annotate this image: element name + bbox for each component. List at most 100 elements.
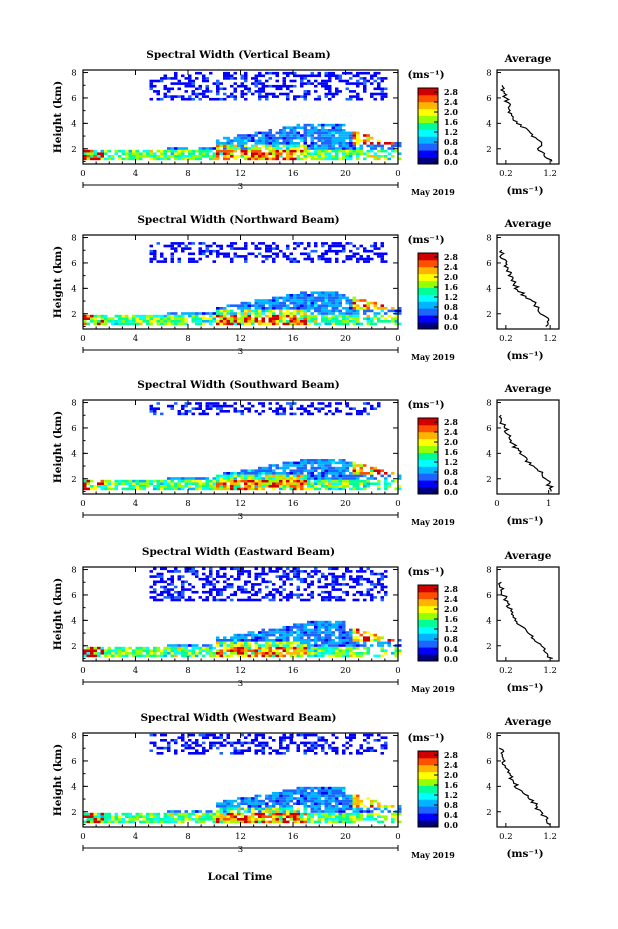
heatmap-cell bbox=[205, 249, 209, 253]
heatmap-cell bbox=[296, 95, 300, 98]
heatmap-cell bbox=[272, 301, 276, 305]
heatmap-cell bbox=[282, 92, 286, 96]
heatmap-cell bbox=[244, 474, 248, 478]
heatmap-cell bbox=[342, 131, 346, 135]
heatmap-cell bbox=[359, 752, 363, 755]
heatmap-cell bbox=[184, 77, 188, 80]
heatmap-cell bbox=[258, 575, 262, 578]
heatmap-cell bbox=[170, 644, 174, 647]
heatmap-cell bbox=[163, 818, 167, 821]
heatmap-cell bbox=[268, 247, 272, 250]
heatmap-cell bbox=[261, 95, 265, 98]
heatmap-cell bbox=[97, 157, 101, 161]
heatmap-cell bbox=[352, 307, 356, 310]
heatmap-cell bbox=[310, 139, 314, 142]
heatmap-cell bbox=[128, 322, 132, 326]
heatmap-cell bbox=[328, 567, 332, 571]
heatmap-cell bbox=[307, 633, 311, 637]
heatmap-cell bbox=[394, 317, 398, 320]
heatmap-cell bbox=[310, 815, 314, 818]
heatmap-cell bbox=[366, 152, 370, 155]
heatmap-cell bbox=[303, 77, 307, 80]
heatmap-cell bbox=[391, 309, 395, 313]
heatmap-cell bbox=[139, 487, 143, 491]
heatmap-cell bbox=[289, 818, 293, 821]
heatmap-cell bbox=[391, 805, 395, 808]
heatmap-cell bbox=[237, 312, 241, 315]
heatmap-cell bbox=[209, 485, 213, 488]
heatmap-cell bbox=[223, 147, 227, 150]
heatmap-cell bbox=[314, 131, 318, 135]
heatmap-cell bbox=[170, 654, 174, 658]
heatmap-cell bbox=[363, 810, 367, 813]
heatmap-cell bbox=[331, 633, 335, 637]
heatmap-cell bbox=[328, 74, 332, 78]
heatmap-cell bbox=[359, 410, 363, 413]
heatmap-cell bbox=[317, 652, 321, 655]
heatmap-cell bbox=[174, 147, 178, 150]
heatmap-cell bbox=[296, 74, 300, 78]
heatmap-cell bbox=[247, 139, 251, 142]
heatmap-cell bbox=[328, 97, 332, 101]
heatmap-cell bbox=[83, 314, 87, 318]
heatmap-cell bbox=[307, 252, 311, 256]
heatmap-cell bbox=[289, 155, 293, 158]
heatmap-cell bbox=[268, 147, 272, 150]
heatmap-cell bbox=[184, 317, 188, 320]
heatmap-cell bbox=[198, 147, 202, 150]
heatmap-cell bbox=[237, 84, 241, 88]
heatmap-cell bbox=[321, 620, 325, 624]
heatmap-cell bbox=[359, 812, 363, 816]
heatmap-cell bbox=[233, 472, 237, 475]
heatmap-cell bbox=[342, 294, 346, 297]
heatmap-cell bbox=[181, 583, 185, 586]
heatmap-cell bbox=[237, 320, 241, 323]
heatmap-cell bbox=[251, 477, 255, 480]
heatmap-cell bbox=[268, 752, 272, 755]
heatmap-cell bbox=[303, 482, 307, 485]
heatmap-cell bbox=[328, 572, 332, 576]
heatmap-cell bbox=[324, 646, 328, 650]
heatmap-cell bbox=[352, 636, 356, 639]
heatmap-cell bbox=[272, 815, 276, 818]
profile-y-tick-label: 4 bbox=[486, 119, 491, 129]
heatmap-cell bbox=[244, 633, 248, 637]
heatmap-cell bbox=[286, 805, 290, 808]
heatmap-cell bbox=[349, 807, 353, 811]
heatmap-cell bbox=[268, 71, 272, 75]
heatmap-cell bbox=[356, 155, 360, 158]
heatmap-cell bbox=[300, 136, 304, 140]
heatmap-cell bbox=[219, 312, 223, 315]
heatmap-cell bbox=[394, 314, 398, 318]
heatmap-cell bbox=[275, 84, 279, 88]
heatmap-cell bbox=[153, 407, 157, 410]
heatmap-cell bbox=[289, 314, 293, 318]
heatmap-cell bbox=[296, 136, 300, 140]
heatmap-cell bbox=[212, 404, 216, 408]
heatmap-cell bbox=[321, 736, 325, 739]
heatmap-cell bbox=[198, 320, 202, 323]
colorbar: (ms⁻¹)0.00.40.81.21.62.02.42.8 bbox=[407, 566, 458, 664]
heatmap-cell bbox=[331, 794, 335, 798]
heatmap-cell bbox=[345, 570, 349, 573]
colorbar-tick-label: 2.0 bbox=[444, 437, 458, 447]
heatmap-cell bbox=[356, 74, 360, 78]
heatmap-cell bbox=[230, 636, 234, 639]
heatmap-cell bbox=[233, 97, 237, 101]
heatmap-cell bbox=[90, 485, 94, 488]
heatmap-cell bbox=[349, 144, 353, 148]
heatmap-cell bbox=[314, 301, 318, 305]
heatmap-cell bbox=[300, 466, 304, 470]
heatmap-cell bbox=[149, 815, 153, 818]
colorbar-swatch bbox=[418, 322, 438, 330]
heatmap-cell bbox=[230, 247, 234, 250]
heatmap-cell bbox=[349, 314, 353, 318]
heatmap-cell bbox=[240, 469, 244, 472]
heatmap-cell bbox=[212, 812, 216, 816]
heatmap-cell bbox=[345, 322, 349, 326]
heatmap-cell bbox=[226, 404, 230, 408]
heatmap-cell bbox=[97, 322, 101, 326]
heatmap-cell bbox=[335, 649, 339, 652]
heatmap-cell bbox=[247, 407, 251, 410]
heatmap-cell bbox=[268, 805, 272, 808]
